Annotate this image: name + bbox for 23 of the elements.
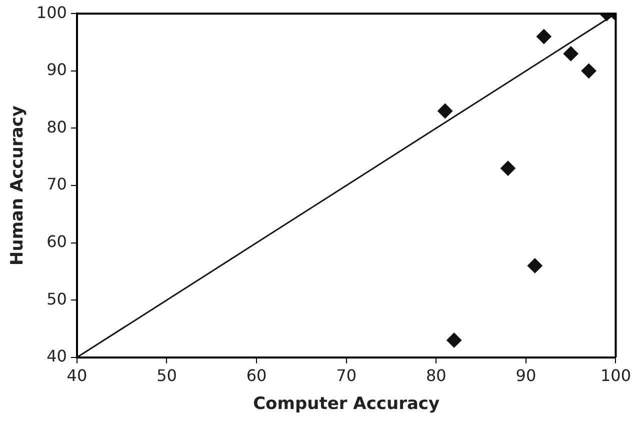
x-tick-label: 90: [516, 366, 536, 386]
x-tick-label: 40: [66, 366, 88, 386]
point: [563, 46, 578, 62]
x-tick-label: 50: [156, 366, 177, 386]
x-tick-label: 100: [600, 366, 632, 386]
x-tick-label: 70: [336, 366, 357, 386]
point: [500, 160, 516, 176]
y-tick-label: 90: [46, 60, 67, 80]
point: [581, 63, 596, 78]
y-tick-label: 40: [46, 346, 67, 366]
point: [446, 332, 462, 348]
y-tick-label: 70: [46, 174, 67, 194]
y-tick-label: 80: [46, 117, 67, 136]
x-tick-label: 80: [426, 366, 446, 386]
y-tick-label: 60: [46, 232, 67, 251]
y-tick-label: 50: [46, 289, 67, 308]
point: [438, 104, 453, 119]
point: [536, 29, 552, 44]
y-tick-label: 100: [36, 2, 67, 22]
y-axis-title: Human Accuracy: [8, 106, 28, 266]
x-tick-label: 60: [246, 366, 267, 386]
x-axis-title: Computer Accuracy: [253, 394, 440, 414]
point: [527, 258, 542, 274]
